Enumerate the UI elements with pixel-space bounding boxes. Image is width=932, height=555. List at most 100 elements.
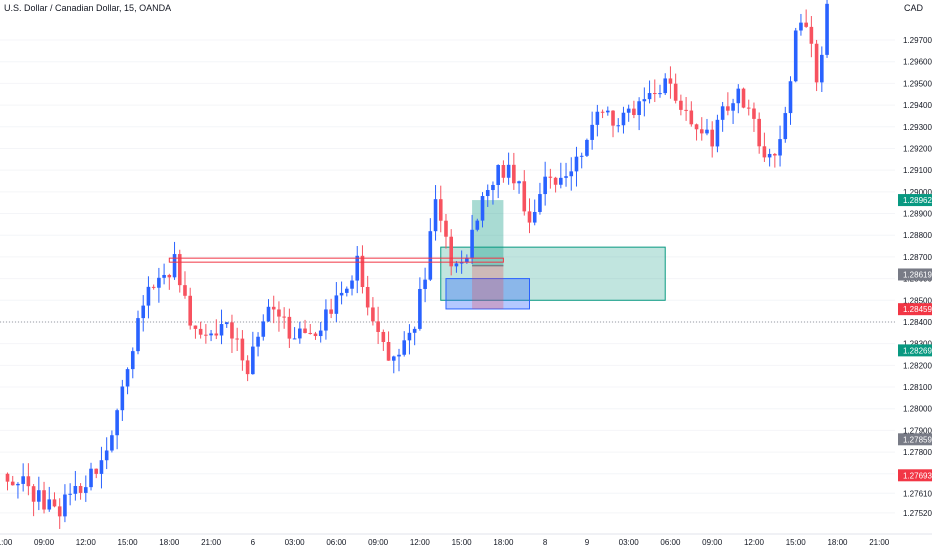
time-axis-tick: 06:00	[660, 538, 681, 547]
candle-body	[663, 78, 668, 94]
candle	[647, 80, 652, 104]
candle-body	[699, 129, 704, 134]
candle	[543, 161, 547, 206]
candle-body	[757, 118, 761, 147]
candle	[428, 218, 433, 282]
candle	[371, 297, 375, 326]
price-axis-tick: 1.28300	[903, 340, 932, 349]
candle-body	[423, 279, 427, 289]
candle-body	[209, 333, 213, 336]
candle	[715, 114, 720, 153]
candle-body	[647, 93, 652, 100]
candle-body	[559, 177, 563, 185]
candle-body	[501, 165, 506, 178]
candle	[251, 331, 255, 375]
candle-body	[397, 354, 401, 357]
price-axis-tick: 1.29100	[903, 166, 932, 175]
candle-body	[167, 274, 172, 278]
candle	[652, 79, 657, 103]
candle	[412, 326, 417, 346]
candle-body	[773, 153, 777, 156]
candle-body	[485, 190, 490, 197]
candle-body	[172, 254, 177, 278]
candle	[418, 277, 422, 331]
candle-body	[63, 494, 67, 517]
candle	[204, 324, 208, 344]
candle-body	[433, 199, 438, 232]
candle-body	[256, 336, 260, 347]
candle	[324, 299, 328, 340]
price-axis-tick: 1.28700	[903, 253, 932, 262]
candle	[99, 446, 104, 489]
candle-body	[652, 93, 657, 95]
candle	[381, 329, 386, 351]
price-axis-tick: 1.28200	[903, 361, 932, 370]
candle-body	[204, 334, 208, 336]
candle-body	[679, 100, 683, 110]
candle	[397, 348, 401, 372]
candle-body	[235, 338, 239, 340]
candle-body	[418, 288, 422, 329]
price-tag-bg	[898, 268, 932, 281]
candle-body	[219, 324, 224, 336]
currency-label: CAD	[904, 3, 924, 13]
candle-body	[371, 307, 375, 322]
candle	[104, 437, 109, 470]
candle-body	[318, 330, 323, 337]
candle	[345, 286, 349, 297]
price-axis-tick: 1.27520	[903, 509, 932, 518]
candle-body	[198, 328, 203, 335]
candle-body	[271, 306, 276, 310]
candle	[256, 332, 260, 357]
candle-body	[329, 309, 333, 314]
candle-body	[689, 110, 694, 125]
candle-body	[642, 99, 647, 102]
candle-body	[517, 181, 521, 184]
candle	[553, 176, 558, 193]
candle-body	[266, 306, 271, 322]
candle-body	[84, 487, 88, 493]
candle	[172, 241, 177, 280]
candle-body	[668, 78, 673, 84]
candle	[694, 123, 699, 141]
candle	[73, 470, 78, 501]
candle-body	[496, 165, 500, 185]
candle-body	[553, 177, 558, 185]
candle-body	[162, 274, 166, 278]
time-axis-tick: 03:00	[285, 538, 306, 547]
candle	[684, 96, 688, 121]
time-axis-tick: 06:00	[326, 538, 347, 547]
candle	[84, 475, 88, 502]
candle-body	[292, 338, 297, 340]
candle-body	[308, 332, 313, 334]
candle-body	[809, 26, 814, 44]
candle-body	[345, 288, 349, 293]
candle-body	[52, 499, 57, 507]
candle-body	[146, 286, 151, 306]
time-axis-tick: 15:00	[452, 538, 473, 547]
candle-body	[31, 486, 36, 502]
time-axis-bg	[0, 534, 932, 550]
candle	[522, 170, 527, 216]
price-tag-label: 1.28619	[903, 270, 932, 279]
candle-body	[720, 106, 725, 120]
candle	[402, 331, 407, 357]
price-axis-tick: 1.29700	[903, 36, 932, 45]
candle-body	[177, 254, 182, 286]
candle	[350, 275, 354, 296]
candle-body	[125, 369, 130, 387]
time-axis-tick: 03:00	[619, 538, 640, 547]
candle	[496, 164, 500, 199]
candle	[814, 39, 819, 92]
candle	[423, 267, 427, 303]
candle	[501, 160, 506, 183]
candle	[454, 261, 459, 273]
price-tag-label: 1.28962	[903, 196, 932, 205]
candle-body	[298, 328, 302, 339]
candle	[600, 109, 605, 119]
candle	[569, 157, 574, 191]
candle-body	[407, 332, 412, 341]
candle	[611, 110, 615, 138]
